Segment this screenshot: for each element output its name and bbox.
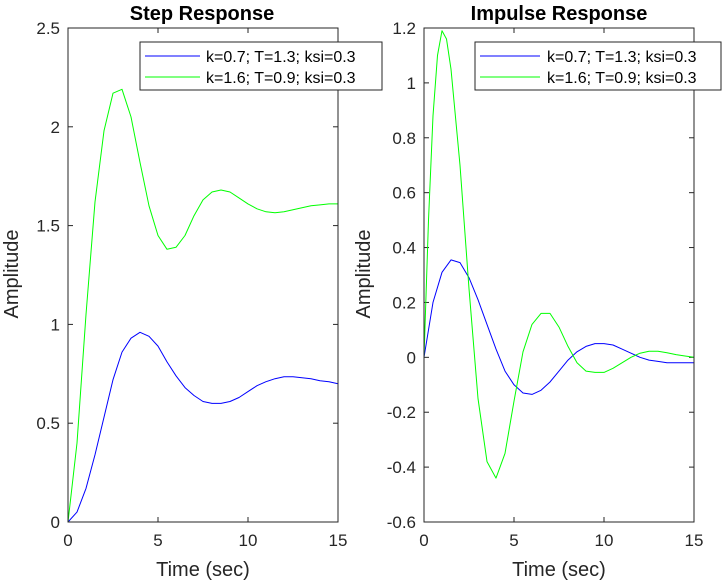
chart-title: Step Response [130,3,274,25]
y-tick-label: 0.8 [392,129,416,148]
x-tick-label: 15 [685,531,704,550]
series-line-2 [67,88,338,523]
y-tick-label: 0.2 [392,293,416,312]
legend-label-series-1: k=0.7; T=1.3; ksi=0.3 [206,49,356,66]
tick-group: 0 5 10 15 -0.6 -0.4 -0.2 0 0.2 0.4 0.6 0.8 1 1.2 [387,19,704,550]
impulse-response-axes: Impulse Response Time (sec) Amplitude 0 5… [353,3,722,581]
series-line-1 [423,259,694,395]
x-tick-label: 10 [595,531,614,550]
x-tick-label: 0 [419,531,428,550]
legend: k=0.7; T=1.3; ksi=0.3 k=1.6; T=0.9; ksi=… [139,41,383,91]
legend-label-series-2: k=1.6; T=0.9; ksi=0.3 [206,70,356,87]
chart-title: Impulse Response [471,3,648,25]
legend: k=0.7; T=1.3; ksi=0.3 k=1.6; T=0.9; ksi=… [474,41,722,91]
step-response-axes: Step Response Time (sec) Amplitude 0 5 10 1… [1,3,383,581]
y-tick-label: 0.5 [36,414,60,433]
legend-box [139,41,383,91]
y-axis-label: Amplitude [353,230,375,319]
series-line-2 [423,30,695,479]
x-tick-label: 10 [239,531,258,550]
x-tick-label: 15 [329,531,348,550]
legend-label-series-2: k=1.6; T=0.9; ksi=0.3 [547,70,697,87]
y-tick-label: 1.5 [36,217,60,236]
y-tick-label: -0.2 [387,403,416,422]
legend-box [474,41,722,91]
plot-frame [423,27,695,523]
y-tick-label: 2 [51,118,60,137]
tick-group: 0 5 10 15 0 0.5 1 1.5 2 2.5 [36,19,347,550]
y-tick-label: 1.2 [392,19,416,38]
x-axis-label: Time (sec) [156,559,250,581]
y-tick-label: 1 [51,315,60,334]
x-tick-label: 5 [509,531,518,550]
series-group [423,30,695,479]
y-tick-label: 0.6 [392,184,416,203]
y-tick-label: -0.4 [387,458,416,477]
y-axis-label: Amplitude [1,230,23,319]
legend-label-series-1: k=0.7; T=1.3; ksi=0.3 [547,49,697,66]
y-tick-label: -0.6 [387,513,416,532]
x-tick-label: 5 [153,531,162,550]
y-tick-label: 0 [407,348,416,367]
x-tick-label: 0 [63,531,72,550]
series-group [67,88,339,523]
y-tick-label: 1 [407,74,416,93]
y-tick-label: 0.4 [392,239,416,258]
plot-frame [67,27,339,523]
y-tick-label: 0 [51,513,60,532]
series-line-1 [67,331,339,523]
y-tick-label: 2.5 [36,19,60,38]
x-axis-label: Time (sec) [512,559,606,581]
